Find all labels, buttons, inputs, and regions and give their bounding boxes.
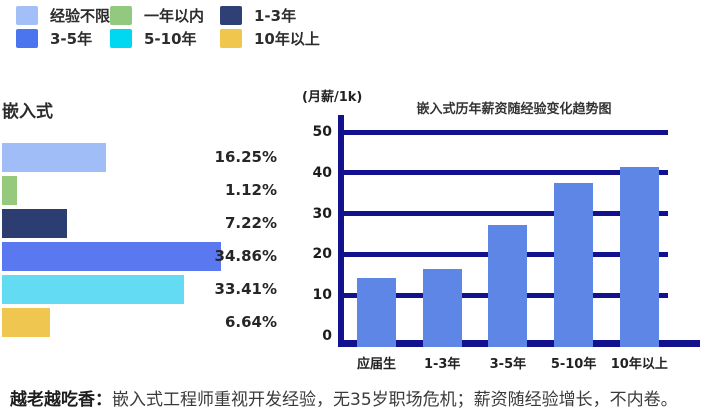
left-chart-title: 嵌入式 [2, 102, 53, 122]
left-bar [2, 143, 106, 172]
left-bar-row-5: 6.64% [2, 308, 277, 337]
left-bar-row-1: 1.12% [2, 176, 277, 205]
left-bar [2, 176, 17, 205]
right-chart-title: 嵌入式历年薪资随经验变化趋势图 [416, 102, 612, 117]
left-bar [2, 275, 184, 304]
gridline-50 [340, 129, 668, 135]
percent-label: 1.12% [224, 181, 277, 199]
x-tick-label: 5-10年 [550, 357, 597, 372]
percent-label: 34.86% [214, 247, 277, 265]
left-bar-row-2: 7.22% [2, 209, 277, 238]
percent-label: 6.64% [224, 313, 277, 331]
gridline-30 [340, 211, 668, 216]
legend-label: 1-3年 [254, 7, 297, 25]
x-tick-label: 10年以上 [610, 357, 668, 372]
gridline-40 [340, 170, 668, 176]
salary-trend-chart: (月薪/1k) 嵌入式历年薪资随经验变化趋势图 0 10 20 30 40 50 应届生 1-… [300, 85, 706, 385]
footnote: 越老越吃香：嵌入式工程师重视开发经验，无35岁职场危机；薪资随经验增长，不内卷。 [10, 385, 678, 410]
percent-label: 33.41% [214, 280, 277, 298]
legend-swatch [16, 29, 38, 48]
x-tick-label: 应届生 [356, 357, 396, 372]
plot-area: 0 10 20 30 40 50 应届生 1-3年 3-5年 5-10年 10年以上 [300, 85, 706, 385]
y-tick-label: 10 [312, 287, 332, 303]
legend-label: 10年以上 [254, 30, 320, 48]
left-bar [2, 209, 67, 238]
legend-swatch [220, 6, 242, 25]
y-tick-label: 0 [322, 327, 332, 344]
left-bar [2, 242, 221, 271]
experience-legend: 经验不限 一年以内 1-3年 3-5年 5-10年 10年以上 [16, 5, 320, 49]
y-axis-line [338, 115, 344, 347]
percent-label: 7.22% [224, 214, 277, 232]
legend-item-5: 10年以上 [220, 28, 320, 49]
salary-bar-1-3年 [422, 268, 462, 347]
legend-item-1: 一年以内 [110, 5, 220, 26]
salary-bar-5-10年 [554, 182, 594, 347]
y-tick-label: 20 [312, 246, 332, 263]
legend-item-2: 1-3年 [220, 5, 320, 26]
legend-swatch [110, 29, 132, 48]
salary-bar-应届生 [357, 277, 396, 347]
legend-item-3: 3-5年 [16, 28, 110, 49]
legend-label: 5-10年 [144, 30, 197, 48]
legend-swatch [220, 29, 242, 48]
y-tick-label: 40 [312, 164, 332, 181]
experience-share-chart: 16.25% 1.12% 7.22% 34.86% 33.41% 6.64% [2, 143, 277, 341]
y-tick-label: 30 [312, 205, 332, 222]
legend-item-0: 经验不限 [16, 5, 110, 26]
salary-bar-3-5年 [488, 224, 528, 347]
percent-label: 16.25% [214, 148, 277, 166]
left-bar [2, 308, 50, 337]
salary-bar-10年以上 [619, 166, 659, 347]
left-bar-row-3: 34.86% [2, 242, 277, 271]
legend-item-4: 5-10年 [110, 28, 220, 49]
legend-swatch [110, 6, 132, 25]
footnote-highlight: 越老越吃香： [10, 390, 112, 410]
y-tick-label: 50 [312, 124, 332, 140]
legend-swatch [16, 6, 38, 25]
left-bar-row-0: 16.25% [2, 143, 277, 172]
x-tick-label: 3-5年 [489, 357, 527, 372]
legend-label: 经验不限 [50, 7, 111, 25]
x-tick-label: 1-3年 [423, 357, 461, 372]
footnote-text: 嵌入式工程师重视开发经验，无35岁职场危机；薪资随经验增长，不内卷。 [112, 390, 678, 410]
y-axis-unit-label: (月薪/1k) [302, 90, 363, 105]
legend-label: 一年以内 [144, 7, 205, 25]
legend-label: 3-5年 [50, 30, 93, 48]
left-bar-row-4: 33.41% [2, 275, 277, 304]
